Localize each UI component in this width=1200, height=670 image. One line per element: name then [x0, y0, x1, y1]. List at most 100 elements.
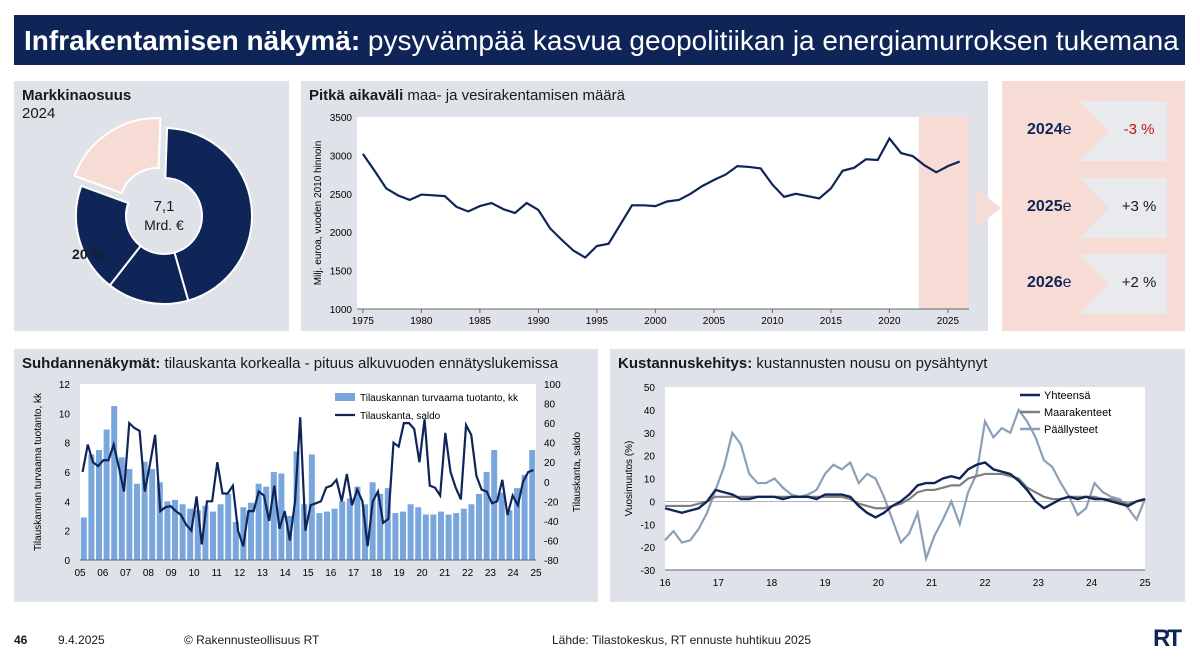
forecast-box-2025: 2025e +3 % — [1017, 178, 1167, 238]
x-tick-label: 21 — [926, 578, 938, 589]
bar — [529, 450, 536, 560]
x-tick-label: 1995 — [586, 316, 609, 327]
bar — [194, 510, 201, 560]
y-axis-label: Tilauskannan turvaama tuotanto, kk — [33, 392, 44, 551]
legend-label: Tilauskanta, saldo — [360, 411, 441, 422]
cost-title: Kustannuskehitys: kustannusten nousu on … — [618, 355, 988, 372]
bar — [111, 406, 118, 560]
bar — [392, 513, 399, 560]
legend-label: Tilauskannan turvaama tuotanto, kk — [360, 393, 519, 404]
bar — [217, 504, 224, 560]
footer-source: Lähde: Tilastokeskus, RT ennuste huhtiku… — [552, 633, 812, 647]
y2-tick-label: 40 — [544, 439, 556, 450]
x-tick-label: 1975 — [352, 316, 375, 327]
x-tick-label: 12 — [234, 568, 246, 579]
bar — [438, 511, 444, 560]
forecast-year: 2025e — [1027, 198, 1072, 215]
x-tick-label: 09 — [166, 568, 178, 579]
y-tick-label: 12 — [59, 380, 71, 391]
y-axis-label: Vuosimuutos (%) — [624, 441, 635, 517]
header-banner: Infrakentamisen näkymä: pysyvämpää kasvu… — [14, 15, 1185, 65]
y-tick-label: 10 — [644, 475, 656, 486]
bar — [225, 494, 232, 560]
x-tick-label: 17 — [348, 568, 360, 579]
x-tick-label: 10 — [188, 568, 200, 579]
forecast-box-2024: 2024e -3 % — [1017, 101, 1167, 161]
y-tick-label: 2500 — [330, 190, 353, 201]
x-tick-label: 07 — [120, 568, 132, 579]
x-tick-label: 08 — [143, 568, 155, 579]
x-tick-label: 2020 — [878, 316, 901, 327]
y2-tick-label: 100 — [544, 380, 561, 391]
forecast-box-2026: 2026e +2 % — [1017, 254, 1167, 314]
y-tick-label: -30 — [641, 566, 656, 577]
bar — [202, 505, 209, 560]
bar — [255, 483, 262, 560]
bar — [476, 494, 482, 560]
bar — [172, 499, 178, 560]
cost-panel: Kustannuskehitys: kustannusten nousu on … — [610, 349, 1185, 602]
market-share-title: Markkinaosuus — [22, 87, 132, 104]
bar — [415, 507, 422, 560]
x-tick-label: 18 — [766, 578, 778, 589]
bar — [339, 501, 346, 560]
x-tick-label: 25 — [1139, 578, 1151, 589]
bar — [141, 461, 148, 560]
y-tick-label: 20 — [644, 452, 656, 463]
bar — [263, 486, 270, 560]
bar — [422, 514, 429, 560]
forecast-shade — [918, 117, 969, 309]
y2-tick-label: 0 — [544, 478, 550, 489]
x-tick-label: 23 — [485, 568, 497, 579]
legend-label: Maarakenteet — [1044, 407, 1111, 419]
x-tick-label: 2025 — [937, 316, 960, 327]
long-term-line-chart: 1000 1500 2000 2500 3000 3500 1975 1980 1985 1990… — [313, 113, 969, 327]
bar — [103, 429, 110, 560]
bar — [179, 504, 186, 560]
bar — [491, 450, 498, 560]
x-tick-label: 23 — [1033, 578, 1045, 589]
x-tick-label: 21 — [439, 568, 451, 579]
bar — [187, 508, 194, 560]
x-tick-label: 1990 — [527, 316, 550, 327]
forecast-value: +2 % — [1121, 274, 1157, 291]
forecast-value: -3 % — [1123, 121, 1155, 138]
bar — [498, 492, 505, 560]
y-tick-label: 30 — [644, 429, 656, 440]
plot-area — [357, 117, 969, 309]
bar — [240, 507, 247, 560]
long-term-panel: Pitkä aikaväli maa- ja vesirakentamisen … — [301, 81, 988, 331]
donut-slice — [164, 127, 253, 302]
x-tick-label: 24 — [508, 568, 520, 579]
x-tick-label: 1980 — [410, 316, 433, 327]
donut-slice — [75, 184, 143, 287]
bar — [384, 488, 391, 560]
x-tick-label: 24 — [1086, 578, 1098, 589]
page-number: 46 — [14, 633, 28, 647]
y-axis-label: Milj. euroa, vuoden 2010 hinnoin — [313, 141, 324, 286]
bar — [134, 483, 140, 560]
bar — [324, 511, 330, 560]
y2-tick-label: 80 — [544, 400, 556, 411]
legend-swatch — [335, 393, 355, 401]
bar — [468, 504, 475, 560]
bar — [278, 473, 285, 560]
series-line — [664, 407, 1147, 563]
bar — [483, 472, 490, 560]
bar — [430, 514, 437, 560]
page-title: Infrakentamisen näkymä: pysyvämpää kasvu… — [24, 25, 1179, 56]
bar — [514, 488, 520, 560]
series-line — [81, 417, 534, 547]
x-tick-label: 11 — [212, 568, 223, 579]
rt-logo: RT — [1153, 625, 1182, 652]
y-tick-label: 3000 — [330, 151, 353, 162]
x-tick-label: 16 — [659, 578, 671, 589]
y-tick-label: 8 — [64, 439, 70, 450]
forecast-arrow — [975, 188, 1001, 228]
donut-center-value: 7,1 — [154, 198, 175, 215]
bar — [407, 504, 414, 560]
y-tick-label: 4 — [64, 497, 70, 508]
footer-copyright: © Rakennusteollisuus RT — [184, 633, 320, 647]
x-tick-label: 22 — [462, 568, 474, 579]
bar — [301, 504, 308, 560]
